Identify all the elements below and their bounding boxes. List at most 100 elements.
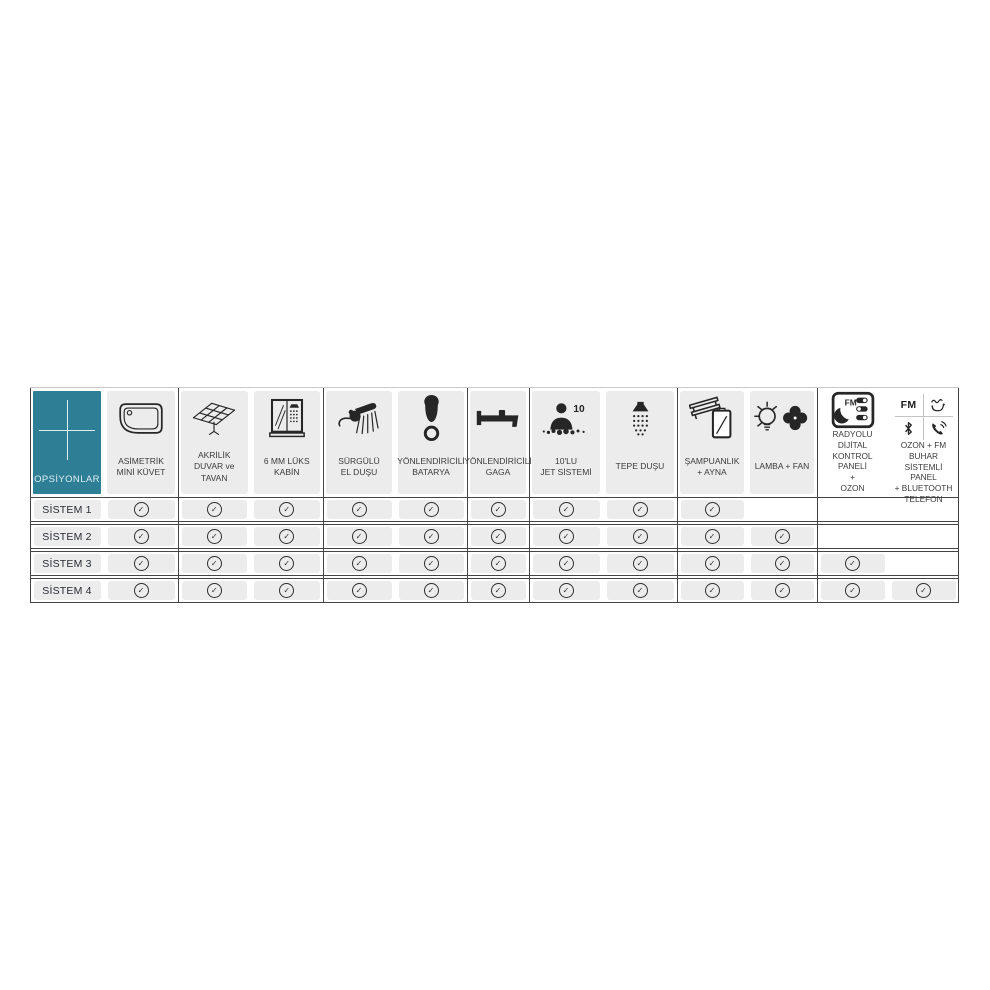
option-cell: ✓ <box>251 552 324 575</box>
jet-system-icon: 10 <box>532 391 600 445</box>
column-label: LAMBA + FAN <box>754 461 810 472</box>
column-group-divider <box>529 388 530 603</box>
check-icon: ✓ <box>133 529 149 544</box>
check-icon: ✓ <box>558 502 574 517</box>
check-icon: ✓ <box>916 583 931 598</box>
option-cell: ✓ <box>888 579 959 602</box>
option-cell: ✓ <box>178 498 251 521</box>
check-icon: ✓ <box>490 502 506 517</box>
corner-label: OPSİYONLAR <box>34 474 100 485</box>
check-icon: ✓ <box>423 502 439 517</box>
table-edge-left <box>30 388 31 603</box>
check-icon: ✓ <box>279 556 295 571</box>
check-icon: ✓ <box>423 583 439 598</box>
column-label: YÖNLENDİRİCİLİ GAGA <box>464 455 532 477</box>
option-cell: ✓ <box>104 525 178 548</box>
column-group-divider <box>467 388 468 603</box>
option-cell: ✓ <box>603 498 677 521</box>
lamp-fan-icon <box>750 391 814 445</box>
column-label: RADYOLU DİJİTAL KONTROL PANELİ + OZON <box>832 429 873 493</box>
check-icon: ✓ <box>632 583 648 598</box>
table-row-sistem-3: SİSTEM 3 ✓ ✓ ✓ ✓ ✓ ✓ ✓ ✓ ✓ ✓ ✓ ✓ <box>30 551 959 576</box>
check-icon: ✓ <box>423 556 439 571</box>
column-label: SÜRGÜLÜ EL DUŞU <box>338 455 380 477</box>
column-label: ŞAMPUANLIK + AYNA <box>684 455 740 477</box>
option-cell: ✓ <box>323 552 395 575</box>
table-row-sistem-1: SİSTEM 1 ✓ ✓ ✓ ✓ ✓ ✓ ✓ ✓ ✓ ✓ ✓ ✓ <box>30 497 959 522</box>
steam-hand-icon <box>923 394 953 417</box>
option-cell: ✓ <box>603 579 677 602</box>
hand-shower-icon <box>326 391 392 445</box>
row-label-sistem-2: SİSTEM 2 <box>30 525 104 548</box>
svg-text:FM: FM <box>844 397 856 407</box>
check-icon: ✓ <box>279 583 295 598</box>
option-cell: ✓ <box>747 579 817 602</box>
option-cell: ✓ <box>817 579 888 602</box>
check-icon: ✓ <box>632 529 648 544</box>
check-icon: ✓ <box>423 529 439 544</box>
option-cell: ✓ <box>178 552 251 575</box>
corner-header-opsiyonlar: OPSİYONLAR <box>30 391 104 497</box>
column-group-divider <box>817 388 818 603</box>
column-header-radyolu-dijital-kontrol-paneli-ozon: FM RADYOLU DİJİTAL KONT <box>817 391 888 497</box>
check-icon: ✓ <box>206 502 222 517</box>
check-icon: ✓ <box>632 556 648 571</box>
column-header-tepe-dusu: TEPE DUŞU <box>603 391 677 497</box>
option-cell: ✓ <box>529 579 603 602</box>
column-label: 6 MM LÜKS KABİN <box>263 455 310 477</box>
option-cell: ✓ <box>178 525 251 548</box>
option-cell: ✓ <box>323 579 395 602</box>
option-cell: ✓ <box>817 525 888 548</box>
check-icon: ✓ <box>206 583 222 598</box>
column-header-akrilik-duvar-ve-tavan: AKRİLİK DUVAR ve TAVAN <box>178 391 251 497</box>
radio-control-panel-icon: FM <box>820 391 885 429</box>
option-cell: ✓ <box>323 498 395 521</box>
check-icon: ✓ <box>704 529 720 544</box>
option-cell: ✓ <box>817 552 888 575</box>
options-table: OPSİYONLAR ASİMETRİK MİNİ KÜVET <box>30 387 959 603</box>
table-edge-right <box>958 388 959 603</box>
check-icon: ✓ <box>632 502 648 517</box>
column-header-yonlendiricili-batarya: YÖNLENDİRİCİLİ BATARYA <box>395 391 467 497</box>
option-cell: ✓ <box>888 498 959 521</box>
option-cell: ✓ <box>395 579 467 602</box>
option-cell: ✓ <box>467 552 529 575</box>
spout-icon <box>470 391 526 445</box>
column-group-divider <box>323 388 324 603</box>
column-header-sampuanlik-ayna: ŞAMPUANLIK + AYNA <box>677 391 747 497</box>
option-cell: ✓ <box>251 498 324 521</box>
option-cell: ✓ <box>677 552 747 575</box>
column-label: AKRİLİK DUVAR ve TAVAN <box>194 450 235 483</box>
fm-steam-bluetooth-phone-icons: FM <box>894 394 953 440</box>
column-group-divider <box>677 388 678 603</box>
option-cell: ✓ <box>395 552 467 575</box>
option-cell: ✓ <box>747 552 817 575</box>
check-icon: ✓ <box>490 583 506 598</box>
option-cell: ✓ <box>395 498 467 521</box>
svg-text:10: 10 <box>573 404 585 415</box>
check-icon: ✓ <box>351 583 367 598</box>
column-header-lamba-fan: LAMBA + FAN <box>747 391 817 497</box>
check-icon: ✓ <box>490 556 506 571</box>
phone-icon <box>924 417 953 440</box>
bluetooth-icon <box>895 417 924 440</box>
check-icon: ✓ <box>774 529 790 544</box>
fm-badge: FM <box>900 399 917 411</box>
check-icon: ✓ <box>845 556 860 571</box>
mixer-tap-icon <box>398 391 464 445</box>
option-cell: ✓ <box>467 498 529 521</box>
option-cell: ✓ <box>603 525 677 548</box>
check-icon: ✓ <box>558 529 574 544</box>
check-icon: ✓ <box>558 556 574 571</box>
option-cell: ✓ <box>529 498 603 521</box>
bathtub-icon <box>107 391 175 445</box>
check-icon: ✓ <box>845 583 860 598</box>
option-cell: ✓ <box>747 498 817 521</box>
option-cell: ✓ <box>677 498 747 521</box>
option-cell: ✓ <box>603 552 677 575</box>
shower-cabin-icon <box>254 391 321 445</box>
column-header-yonlendiricili-gaga: YÖNLENDİRİCİLİ GAGA <box>464 391 532 497</box>
check-icon: ✓ <box>351 529 367 544</box>
check-icon: ✓ <box>133 556 149 571</box>
